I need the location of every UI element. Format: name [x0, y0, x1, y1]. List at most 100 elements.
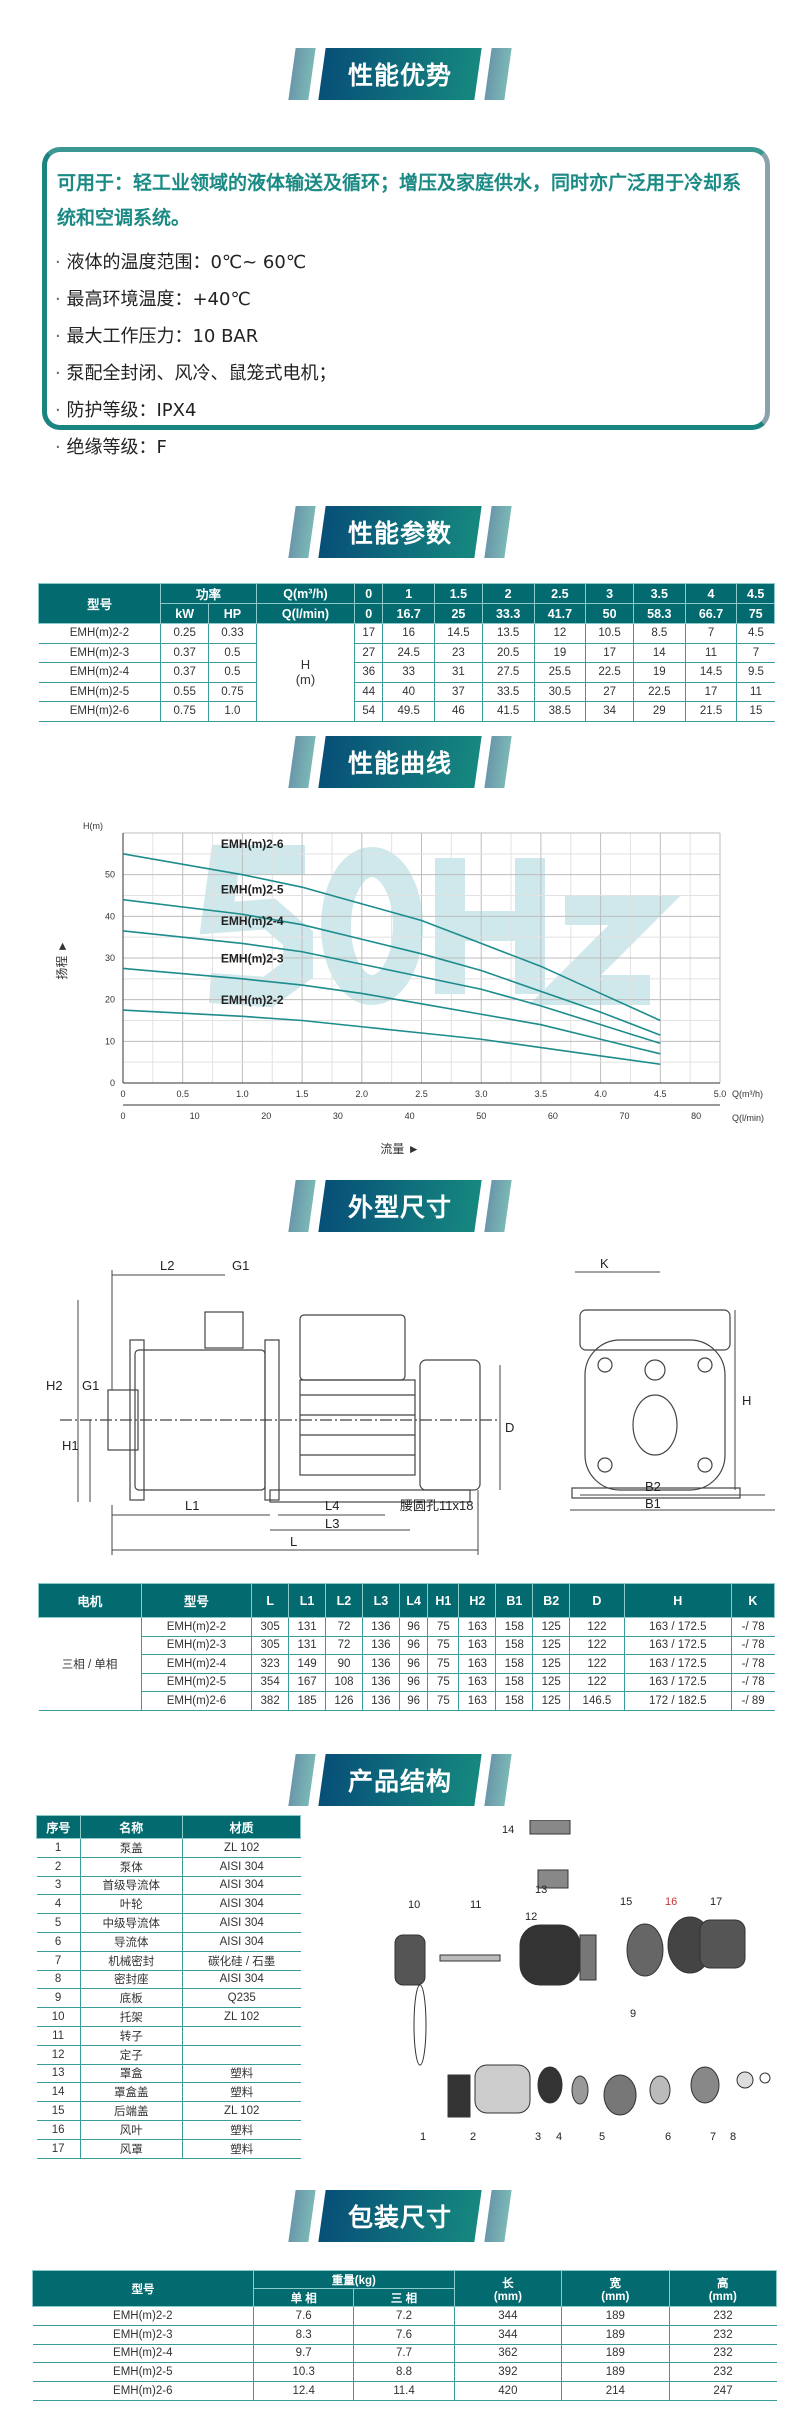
cell: 163: [458, 1654, 496, 1674]
cell: 392: [453, 2362, 562, 2383]
dim-label-l: L: [290, 1534, 297, 1549]
feature-item: 防护等级：IPX4: [55, 392, 765, 429]
cell: 125: [532, 1617, 570, 1637]
cell-head: 7: [736, 643, 775, 663]
table-row: EMH(m)2-6 0.75 1.0 54 49.5 46 41.5 38.5 34 29 21.5…: [38, 701, 775, 722]
cell: 96: [398, 1654, 428, 1674]
y-tick-label: 10: [105, 1036, 115, 1046]
cell: 136: [361, 1636, 400, 1655]
header-cell: L4: [398, 1583, 429, 1618]
cell-head: 4.5: [736, 623, 775, 644]
table-row: 8 密封座 AISI 304: [36, 1970, 301, 1990]
cell: 131: [288, 1617, 326, 1637]
cell-model: EMH(m)2-6: [38, 701, 161, 722]
header-flow: 58.3: [632, 603, 686, 624]
cell-head: 40: [382, 682, 435, 702]
dim-label-b1: B1: [645, 1496, 661, 1511]
cell: 7.2: [353, 2306, 455, 2326]
cell: 163 / 172.5: [623, 1636, 732, 1655]
cell-name: 风叶: [79, 2120, 183, 2140]
cell: 354: [251, 1673, 289, 1692]
cell: 8.3: [253, 2325, 354, 2345]
cell-head: 17: [585, 643, 634, 663]
x-tick-label: 1.5: [296, 1089, 309, 1099]
cell: -/ 78: [730, 1654, 775, 1674]
series-line: [122, 853, 661, 1022]
cell-no: 12: [36, 2045, 81, 2065]
table-row: EMH(m)2-4 9.7 7.7 362 189 232: [32, 2344, 777, 2364]
applications-text: 可用于：轻工业领域的液体输送及循环；增压及家庭供水，同时亦广泛用于冷却系统和空调…: [57, 172, 742, 229]
cell: EMH(m)2-2: [140, 1617, 252, 1637]
cell: EMH(m)2-3: [140, 1636, 252, 1655]
part-number-label: 4: [556, 2131, 562, 2143]
cell: 10.3: [253, 2362, 354, 2383]
cell: 189: [561, 2325, 670, 2345]
watermark-glyph: [199, 845, 313, 1008]
cell-head: 36: [354, 662, 383, 683]
feature-item: 泵配全封闭、风冷、鼠笼式电机；: [55, 355, 765, 392]
cell-head: 34: [585, 701, 634, 722]
cell-no: 2: [36, 1857, 81, 1877]
cell-hp: 0.5: [208, 643, 257, 663]
cell: 305: [251, 1636, 289, 1655]
cell-kw: 0.37: [160, 643, 209, 663]
cell-head: 19: [632, 662, 686, 683]
cell-material: AISI 304: [181, 1913, 301, 1933]
cell: 158: [495, 1691, 533, 1711]
cell-material: ZL 102: [181, 1838, 301, 1858]
table-row: 5 中级导流体 AISI 304: [36, 1913, 301, 1933]
section-title: 外型尺寸: [347, 1193, 452, 1222]
header-row: 电机 型号 L L1 L2 L3 L4 H1 H2 B1 B2 D H K: [38, 1583, 776, 1618]
table-row: 7 机械密封 碳化硅 / 石墨: [36, 1951, 301, 1971]
x2-tick-label: 60: [548, 1111, 558, 1121]
cell: 136: [361, 1673, 400, 1692]
performance-curve-chart: 0 10 20 30 40 50 0 0.5 1.0 1.5 2.0 2.5 3.0 3.5 4.0 4.5 5…: [54, 821, 764, 1156]
header-cell: K: [730, 1583, 776, 1618]
cell: 122: [569, 1636, 625, 1655]
cell-head: 31: [434, 662, 483, 683]
header-flow: 1.5: [434, 583, 483, 604]
cell-name: 风罩: [79, 2139, 183, 2159]
part-number-label: 13: [535, 1884, 547, 1896]
table-row: 16 风叶 塑料: [36, 2120, 301, 2140]
cell-motor: 三相 / 单相: [38, 1617, 142, 1711]
series-label: EMH(m)2-6: [221, 837, 284, 851]
header-model: 型号: [37, 583, 162, 624]
part-number-label: 5: [599, 2131, 605, 2143]
cell-name: 后端盖: [79, 2101, 183, 2121]
cell-name: 底板: [79, 1988, 183, 2009]
cell: EMH(m)2-6: [32, 2381, 254, 2401]
cell-name: 托架: [79, 2007, 183, 2027]
cell-hp: 0.33: [208, 623, 257, 644]
header-kw: kW: [160, 603, 210, 624]
cell-head: 20.5: [481, 643, 534, 663]
feature-list: 液体的温度范围：0℃~ 60℃ 最高环境温度：+40℃ 最大工作压力：10 BA…: [47, 236, 765, 466]
cell: 163: [458, 1673, 496, 1692]
cell: -/ 78: [730, 1617, 775, 1637]
cell-material: AISI 304: [181, 1970, 301, 1990]
section-title: 包装尺寸: [347, 2203, 452, 2232]
cell-material: 塑料: [181, 2120, 301, 2140]
cell-no: 16: [36, 2120, 81, 2140]
dim-label-g1-top: G1: [232, 1258, 249, 1273]
cell-no: 4: [36, 1894, 81, 1915]
cell-material: [181, 2045, 301, 2065]
cell: 158: [495, 1636, 533, 1655]
table-row: EMH(m)2-5 354 167 108 136 96 75 163 158 125 122 163…: [39, 1673, 775, 1692]
dim-label-h: H: [742, 1393, 751, 1408]
cell-head: 17: [354, 623, 383, 644]
section-title: 性能曲线: [347, 749, 452, 778]
section-header-packaging: 包装尺寸: [0, 2190, 800, 2246]
header-flow: 16.7: [382, 603, 436, 624]
cell-name: 叶轮: [79, 1894, 183, 1915]
part-number-label: 2: [470, 2131, 476, 2143]
cell-material: AISI 304: [181, 1857, 301, 1877]
header-power: 功率: [160, 583, 257, 604]
cell: 163 / 172.5: [623, 1673, 732, 1692]
cell: EMH(m)2-5: [32, 2362, 254, 2383]
header-cell: 电机: [38, 1583, 142, 1618]
header-flow: 0: [354, 603, 384, 624]
cell-head: 14: [632, 643, 686, 663]
cell-head: 11: [736, 682, 775, 702]
cell-head: 19: [533, 643, 586, 663]
